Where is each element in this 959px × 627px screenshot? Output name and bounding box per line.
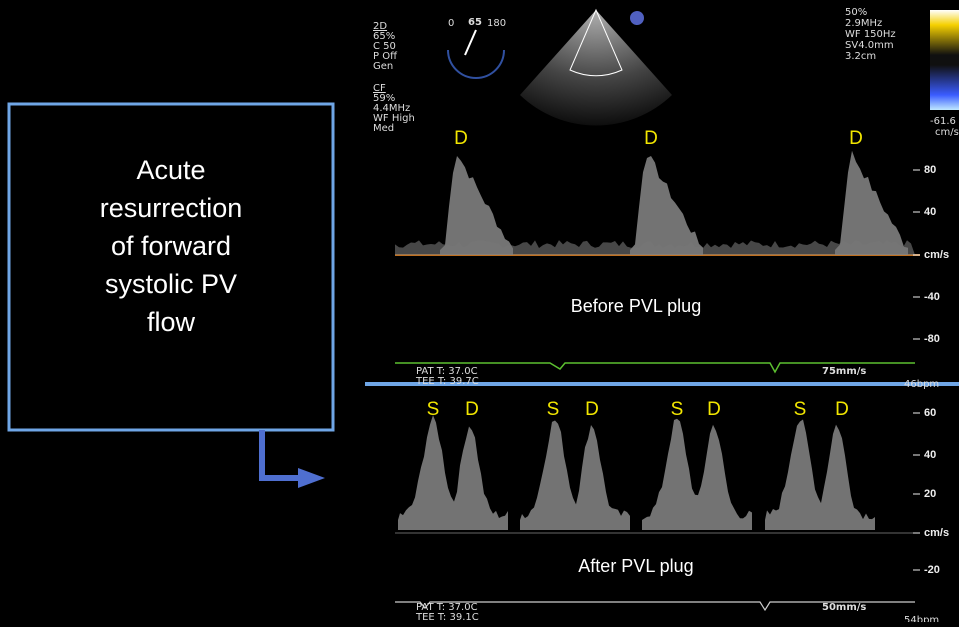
peak-label: D bbox=[644, 128, 658, 149]
pat-temp: PAT T: 37.0C bbox=[416, 602, 478, 613]
spectral-fill bbox=[395, 240, 915, 255]
spectral-envelope bbox=[642, 418, 752, 530]
angle-min: 0 bbox=[448, 18, 454, 29]
callout-line: Acute bbox=[136, 155, 205, 185]
callout-line: flow bbox=[147, 307, 196, 337]
scale-label: 20 bbox=[924, 488, 936, 500]
ecg bbox=[395, 362, 915, 374]
setting: 2.9MHz bbox=[845, 18, 882, 29]
scale-label: 60 bbox=[924, 407, 936, 419]
doppler-trace bbox=[395, 150, 915, 530]
peak-label: D bbox=[585, 399, 599, 420]
setting: WF 150Hz bbox=[845, 29, 896, 40]
arrow-head bbox=[298, 468, 325, 488]
heart-rate: 54bpm bbox=[904, 615, 939, 622]
peak-label: D bbox=[849, 128, 863, 149]
sweep-speed: 75mm/s bbox=[822, 366, 866, 377]
setting: WF High bbox=[373, 113, 415, 124]
setting: CF bbox=[373, 83, 386, 94]
callout-line: resurrection bbox=[100, 193, 243, 223]
setting: 50% bbox=[845, 7, 867, 18]
setting: C 50 bbox=[373, 41, 396, 52]
heart-rate: 46bpm bbox=[904, 379, 939, 390]
setting: Med bbox=[373, 123, 394, 134]
scale-label: cm/s bbox=[924, 527, 949, 539]
spectral-envelope bbox=[630, 155, 703, 255]
angle-value: 65 bbox=[468, 17, 482, 28]
peak-label: S bbox=[794, 399, 807, 420]
peak-label: D bbox=[454, 128, 468, 149]
callout-line: systolic PV bbox=[105, 269, 237, 299]
spectral-envelope bbox=[440, 156, 513, 255]
setting: Gen bbox=[373, 61, 393, 72]
arrow bbox=[259, 430, 300, 481]
peak-label: S bbox=[547, 399, 560, 420]
setting: SV4.0mm bbox=[845, 40, 894, 51]
peak-label: D bbox=[707, 399, 721, 420]
color-bar-unit: cm/s bbox=[935, 127, 959, 138]
callout-text: Acute resurrection of forward systolic PV fl… bbox=[100, 155, 243, 337]
sector-image bbox=[520, 10, 672, 126]
color-box bbox=[569, 8, 623, 77]
scale-label: 40 bbox=[924, 449, 936, 461]
angle-dial bbox=[447, 49, 505, 79]
setting: 65% bbox=[373, 31, 395, 42]
scale-label: cm/s bbox=[924, 249, 949, 261]
spectral-envelope bbox=[765, 419, 875, 530]
sweep-speed: 50mm/s bbox=[822, 602, 866, 613]
callout-box bbox=[7, 102, 335, 432]
scale-label: -80 bbox=[924, 333, 940, 345]
peak-label: D bbox=[465, 399, 479, 420]
callout-line: of forward bbox=[111, 231, 231, 261]
scale-label: -40 bbox=[924, 291, 940, 303]
ecg bbox=[395, 601, 915, 612]
color-bar bbox=[930, 10, 959, 110]
tee-temp: TEE T: 39.1C bbox=[415, 612, 479, 622]
angle-needle bbox=[464, 29, 477, 56]
pat-temp: PAT T: 37.0C bbox=[416, 366, 478, 377]
spectral-envelope bbox=[835, 150, 908, 255]
spectral-envelope bbox=[398, 415, 508, 530]
setting: 59% bbox=[373, 93, 395, 104]
scale-label: 40 bbox=[924, 206, 936, 218]
probe-icon bbox=[630, 11, 644, 25]
color-bar-min: -61.6 bbox=[930, 116, 956, 127]
caption: After PVL plug bbox=[578, 556, 693, 576]
setting: 3.2cm bbox=[845, 51, 876, 62]
tee-temp: TEE T: 39.7C bbox=[415, 376, 479, 387]
peak-label: S bbox=[427, 399, 440, 420]
caption: Before PVL plug bbox=[571, 296, 701, 316]
setting: P Off bbox=[373, 51, 398, 62]
scale-label: 80 bbox=[924, 164, 936, 176]
scale-label: -20 bbox=[924, 564, 940, 576]
peak-label: S bbox=[671, 399, 684, 420]
setting: 2D bbox=[373, 21, 387, 32]
spectral-envelope bbox=[520, 420, 630, 530]
setting: 4.4MHz bbox=[373, 103, 410, 114]
peak-label: D bbox=[835, 399, 849, 420]
angle-max: 180 bbox=[487, 18, 506, 29]
